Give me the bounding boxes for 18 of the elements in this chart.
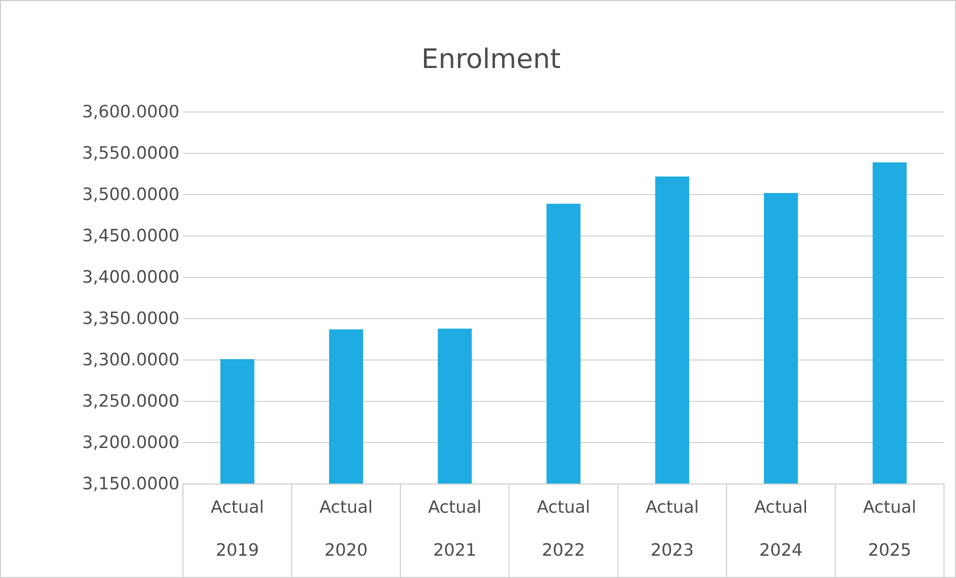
category-label: Actual 2023 xyxy=(646,500,698,556)
category-label: Actual 2024 xyxy=(754,500,806,556)
category-label: Actual 2025 xyxy=(863,500,915,556)
y-tick-label: 3,400.0000 xyxy=(83,270,178,285)
category-label: Actual 2020 xyxy=(320,500,372,556)
y-tick-label: 3,550.0000 xyxy=(83,146,178,161)
y-tick-label: 3,250.0000 xyxy=(83,394,178,409)
y-tick-label: 3,350.0000 xyxy=(83,311,178,326)
category-label: Actual 2021 xyxy=(428,500,480,556)
category-label: Actual 2022 xyxy=(537,500,589,556)
category-label: Actual 2019 xyxy=(210,500,262,556)
y-tick-label: 3,150.0000 xyxy=(83,476,178,492)
y-tick-label: 3,500.0000 xyxy=(83,187,178,202)
chart-title: Enrolment xyxy=(424,48,560,68)
y-tick-label: 3,300.0000 xyxy=(83,352,178,368)
y-tick-label: 3,200.0000 xyxy=(83,435,178,450)
y-tick-label: 3,600.0000 xyxy=(83,104,178,120)
y-tick-label: 3,450.0000 xyxy=(83,228,178,244)
